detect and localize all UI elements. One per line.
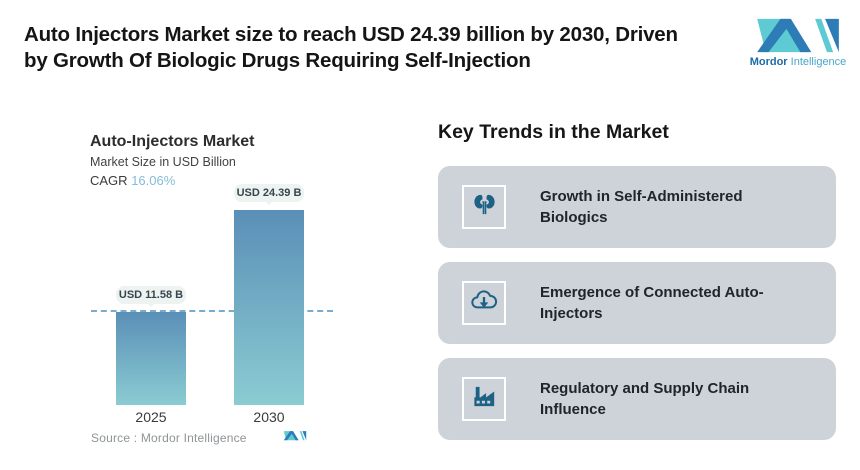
trend-icon-box bbox=[462, 185, 506, 229]
cloud-download-icon bbox=[470, 287, 498, 320]
brand-logo: Mordor Intelligence bbox=[748, 16, 848, 68]
market-chart-panel: Auto-Injectors Market Market Size in USD… bbox=[88, 128, 343, 463]
source-label: Source : Mordor Intelligence bbox=[91, 431, 247, 445]
cagr-label: CAGR bbox=[90, 173, 128, 188]
reference-dashed-line bbox=[91, 310, 333, 312]
trend-card-connected: Emergence of Connected Auto-Injectors bbox=[438, 262, 836, 344]
bar-value-label-2025: USD 11.58 B bbox=[116, 286, 186, 307]
trend-icon-box bbox=[462, 281, 506, 325]
factory-icon bbox=[471, 383, 498, 415]
chart-cagr: CAGR 16.06% bbox=[90, 173, 175, 188]
axis-label-2025: 2025 bbox=[135, 409, 167, 425]
cagr-value: 16.06% bbox=[131, 173, 176, 188]
trend-icon-box bbox=[462, 377, 506, 421]
chart-subtitle: Market Size in USD Billion bbox=[90, 155, 236, 169]
bar-value-label-2030: USD 24.39 B bbox=[234, 184, 304, 205]
bar-chart-plot: USD 11.58 B 2025 USD 24.39 B 2030 bbox=[88, 128, 343, 463]
page-title-line-2: by Growth Of Biologic Drugs Requiring Se… bbox=[24, 49, 531, 72]
trends-heading: Key Trends in the Market bbox=[438, 121, 669, 143]
trend-card-label: Growth in Self-Administered Biologics bbox=[540, 188, 743, 226]
brand-name-bold: Mordor bbox=[749, 56, 788, 68]
brand-text: Mordor Intelligence bbox=[748, 56, 848, 68]
trend-card-label: Emergence of Connected Auto-Injectors bbox=[540, 284, 764, 322]
bar-2025 bbox=[116, 312, 186, 405]
kidneys-icon bbox=[471, 191, 498, 223]
mordor-intelligence-logo-icon bbox=[748, 16, 848, 54]
trend-card-biologics: Growth in Self-Administered Biologics bbox=[438, 166, 836, 248]
trend-card-label: Regulatory and Supply Chain Influence bbox=[540, 380, 750, 418]
trend-card-regulatory: Regulatory and Supply Chain Influence bbox=[438, 358, 836, 440]
chart-title: Auto-Injectors Market bbox=[90, 133, 255, 150]
brand-name-light: Intelligence bbox=[790, 56, 847, 68]
mordor-intelligence-mini-logo-icon bbox=[283, 428, 307, 448]
trend-cards: Growth in Self-Administered Biologics Em… bbox=[438, 166, 836, 454]
page-title-line-1: Auto Injectors Market size to reach USD … bbox=[24, 23, 678, 46]
axis-label-2030: 2030 bbox=[253, 409, 285, 425]
page-title: Auto Injectors Market size to reach USD … bbox=[24, 22, 678, 74]
bar-2030 bbox=[234, 210, 304, 405]
